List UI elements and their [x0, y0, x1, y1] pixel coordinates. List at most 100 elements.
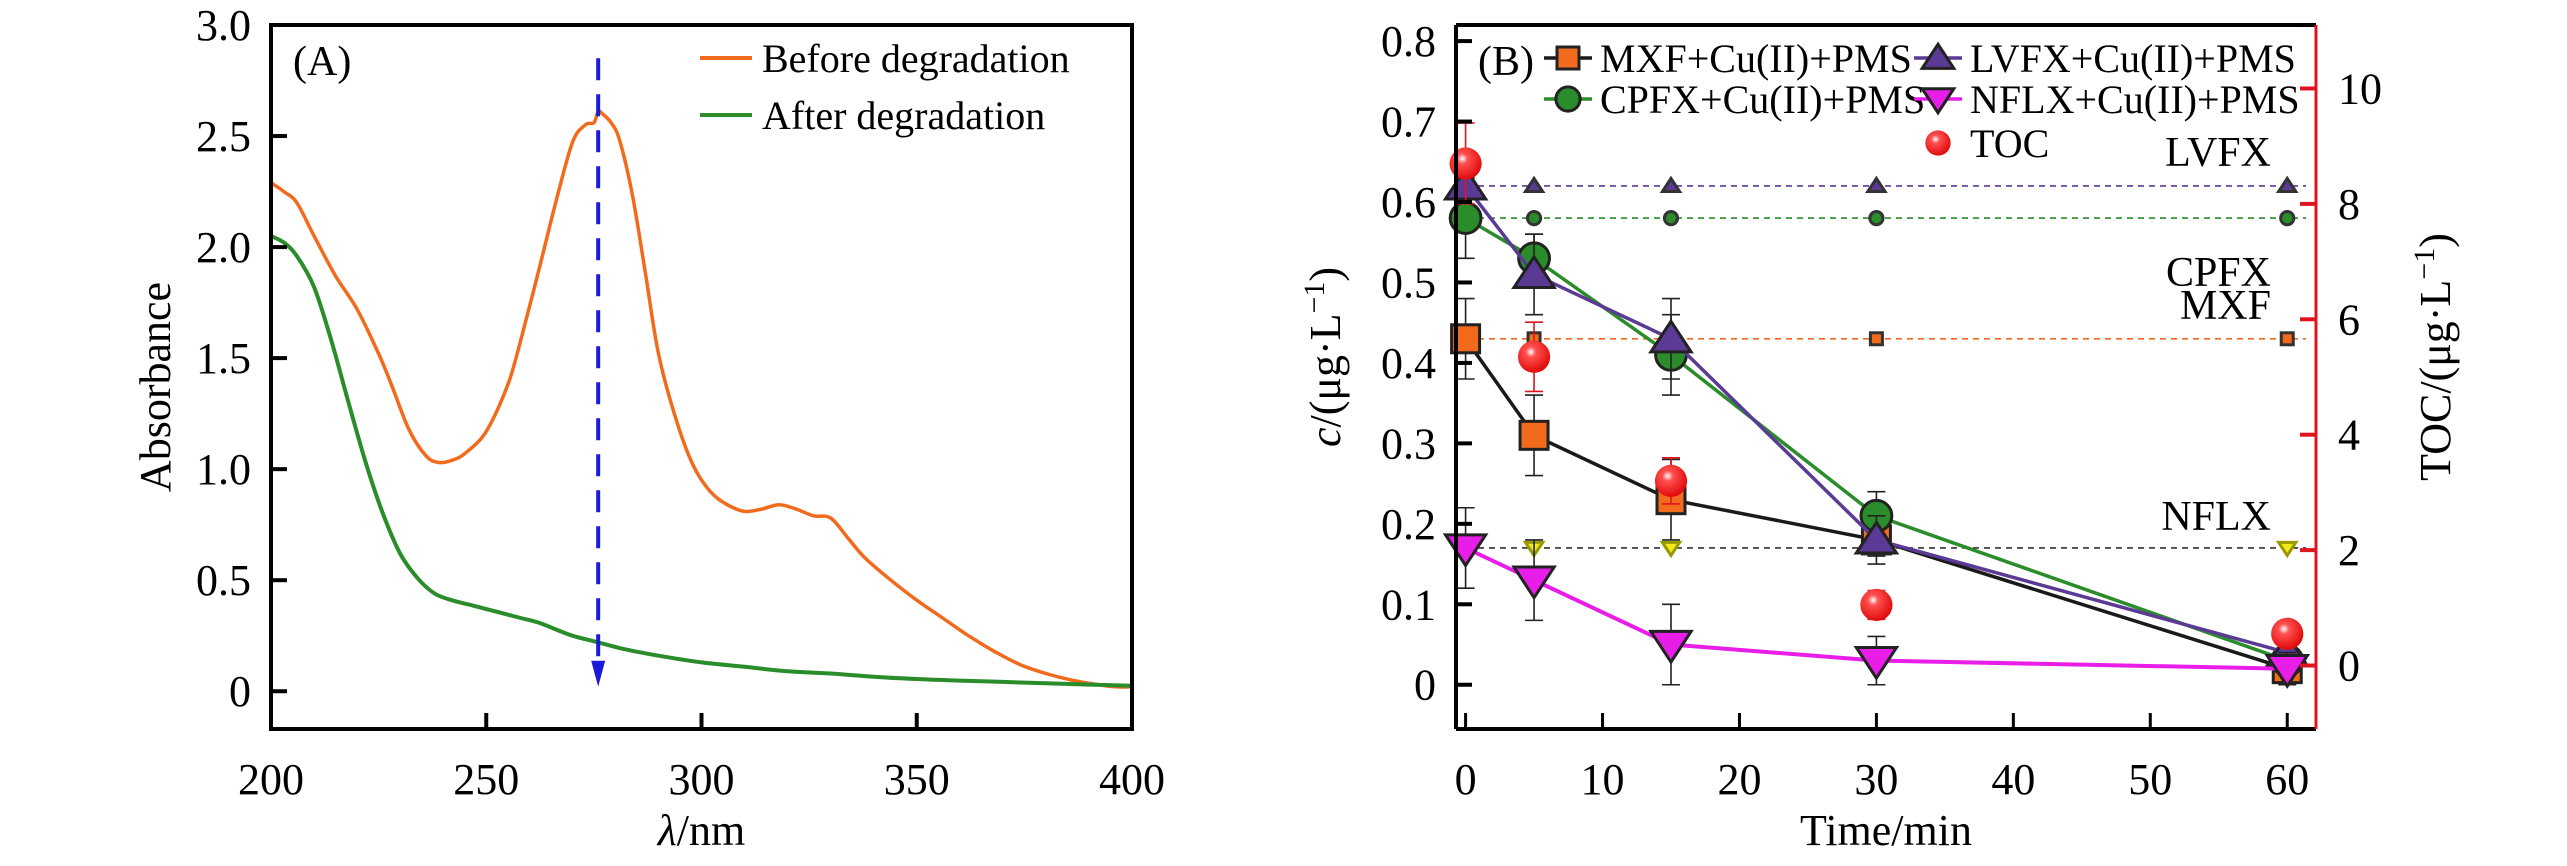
- a-curves: [270, 109, 1133, 689]
- a-legend: Before degradation After degradation: [700, 36, 1070, 138]
- b-data-point: [1511, 565, 1557, 601]
- a-series-line-after-degradation: [270, 234, 1133, 688]
- b-data-point: [1511, 254, 1557, 290]
- b-data-point: [1442, 533, 1489, 569]
- b-y-tick-label: 0.6: [1381, 178, 1436, 227]
- b-x-tick-label: 30: [1854, 755, 1898, 804]
- b-legend-item: LVFX+Cu(II)+PMS: [1914, 36, 2296, 81]
- b-ref-label-nflx: NFLX: [2161, 494, 2271, 540]
- a-y-tick-label: 2.5: [196, 112, 251, 161]
- b-y2-tick-label: 6: [2338, 295, 2360, 344]
- a-x-tick-label: 200: [238, 755, 304, 804]
- b-legend-marker-icon: [1554, 85, 1582, 113]
- b-y-tick-label: 0.8: [1381, 17, 1436, 66]
- a-x-tick-label: 400: [1099, 755, 1165, 804]
- a-degradation-arrow: [591, 58, 606, 687]
- b-panel-label: (B): [1478, 39, 1534, 85]
- b-series: [1442, 122, 2311, 689]
- b-y-axis-title: c/(μg·L−1): [1298, 267, 1351, 447]
- a-x-axis-symbol: λ: [656, 806, 677, 855]
- b-ref-marker: [1525, 209, 1543, 227]
- b-series-line: [1464, 184, 2288, 655]
- a-y-tick-label: 0.5: [196, 556, 251, 605]
- b-y2-axis-title: TOC/(μg·L−1): [2408, 233, 2461, 481]
- b-y-tick-label: 0.4: [1381, 339, 1436, 388]
- b-y-tick-label: 0.3: [1381, 419, 1436, 468]
- b-x-tick-label: 50: [2128, 755, 2172, 804]
- b-y2-tick-label: 10: [2338, 64, 2382, 113]
- b-y-tick-label: 0: [1414, 661, 1436, 710]
- b-y2-axis-sup: −1: [2408, 248, 2441, 280]
- a-y-tick-label: 2.0: [196, 223, 251, 272]
- a-x-ticks: 200 250 300 350 400: [238, 713, 1165, 804]
- a-x-axis-unit: /nm: [677, 806, 745, 855]
- b-legend-label: TOC: [1970, 121, 2049, 166]
- b-legend-item: TOC: [1925, 121, 2049, 166]
- b-y-tick-label: 0.5: [1381, 258, 1436, 307]
- a-legend-label: Before degradation: [762, 36, 1070, 81]
- b-ref-marker: [1659, 540, 1683, 559]
- b-ref-marker: [1522, 175, 1546, 194]
- panel-a: 00.51.01.52.02.53.0 200 250 300 350 400 (A) …: [131, 1, 1165, 855]
- b-y-tick-label: 0.7: [1381, 98, 1436, 147]
- b-x-tick-label: 20: [1717, 755, 1761, 804]
- b-ref-marker: [1868, 209, 1885, 227]
- b-ref-label-lvfx: LVFX: [2165, 130, 2271, 176]
- b-ref-marker: [2279, 209, 2296, 227]
- b-y-tick-label: 0.2: [1381, 500, 1436, 549]
- b-legend-item: NFLX+Cu(II)+PMS: [1914, 77, 2300, 122]
- a-y-ticks: 0 0.5 1.0 1.5 2.0 2.5 3.0: [196, 1, 287, 716]
- b-y2-axis-main: TOC/(μg·L: [2411, 280, 2460, 481]
- a-y-axis-title: Absorbance: [131, 282, 180, 492]
- b-data-point: [1853, 519, 1900, 555]
- b-y-tick-label: 0.1: [1381, 580, 1436, 629]
- b-x-tick-label: 40: [1991, 755, 2035, 804]
- a-legend-label: After degradation: [762, 93, 1045, 138]
- b-y2-tick-label: 4: [2338, 411, 2360, 460]
- a-x-tick-label: 250: [453, 755, 519, 804]
- a-x-tick-label: 300: [669, 755, 735, 804]
- b-data-point: [2264, 654, 2311, 689]
- b-data-point: [1518, 419, 1550, 451]
- b-x-ticks: 0 10 20 30 40 50 60: [1455, 713, 2309, 804]
- b-y-ticks: 0 0.1 0.2 0.3 0.4 0.5 0.6 0.7 0.8: [1381, 17, 1472, 710]
- b-legend-item: CPFX+Cu(II)+PMS: [1544, 77, 1925, 122]
- b-legend-label: CPFX+Cu(II)+PMS: [1600, 77, 1925, 122]
- b-y2-tick-label: 2: [2338, 526, 2360, 575]
- b-y-axis-unit: /(μg·L: [1301, 314, 1350, 428]
- b-y2-ticks: 0 2 4 6 8 10: [2300, 64, 2382, 691]
- a-y-tick-label: 1.0: [196, 445, 251, 494]
- b-legend-label: LVFX+Cu(II)+PMS: [1970, 36, 2296, 81]
- a-x-axis-title: λ/nm: [656, 806, 746, 855]
- a-y-tick-label: 3.0: [196, 1, 251, 50]
- b-ref-marker: [1662, 209, 1680, 227]
- b-ref-marker: [1868, 331, 1884, 347]
- b-data-point: [2271, 617, 2304, 650]
- b-x-tick-label: 60: [2265, 755, 2309, 804]
- b-y-axis-symbol: c: [1301, 427, 1350, 447]
- b-legend-item: MXF+Cu(II)+PMS: [1544, 36, 1912, 81]
- b-legend-marker-icon: [1919, 41, 1957, 70]
- b-legend-marker-icon: [1919, 87, 1957, 116]
- a-y-tick-label: 1.5: [196, 334, 251, 383]
- b-data-point: [1648, 318, 1694, 354]
- b-data-point: [1648, 629, 1694, 665]
- b-y-axis-sup: −1: [1298, 282, 1331, 314]
- a-series-line-before-degradation: [270, 109, 1133, 689]
- b-legend-marker-icon: [1925, 130, 1951, 156]
- b-legend-marker-icon: [1555, 45, 1581, 71]
- b-series-mxf-cu-ii-pms: [1450, 297, 2303, 685]
- b-ref-label-mxf: MXF: [2180, 283, 2271, 329]
- a-panel-label: (A): [293, 39, 351, 85]
- b-legend-label: MXF+Cu(II)+PMS: [1600, 36, 1912, 81]
- b-y2-axis-close: ): [2411, 233, 2460, 248]
- b-ref-marker: [2275, 540, 2299, 559]
- b-x-axis-title: Time/min: [1800, 806, 1972, 855]
- b-data-point: [1853, 645, 1900, 681]
- b-data-point: [1860, 588, 1893, 622]
- b-y-axis-close: ): [1301, 267, 1350, 282]
